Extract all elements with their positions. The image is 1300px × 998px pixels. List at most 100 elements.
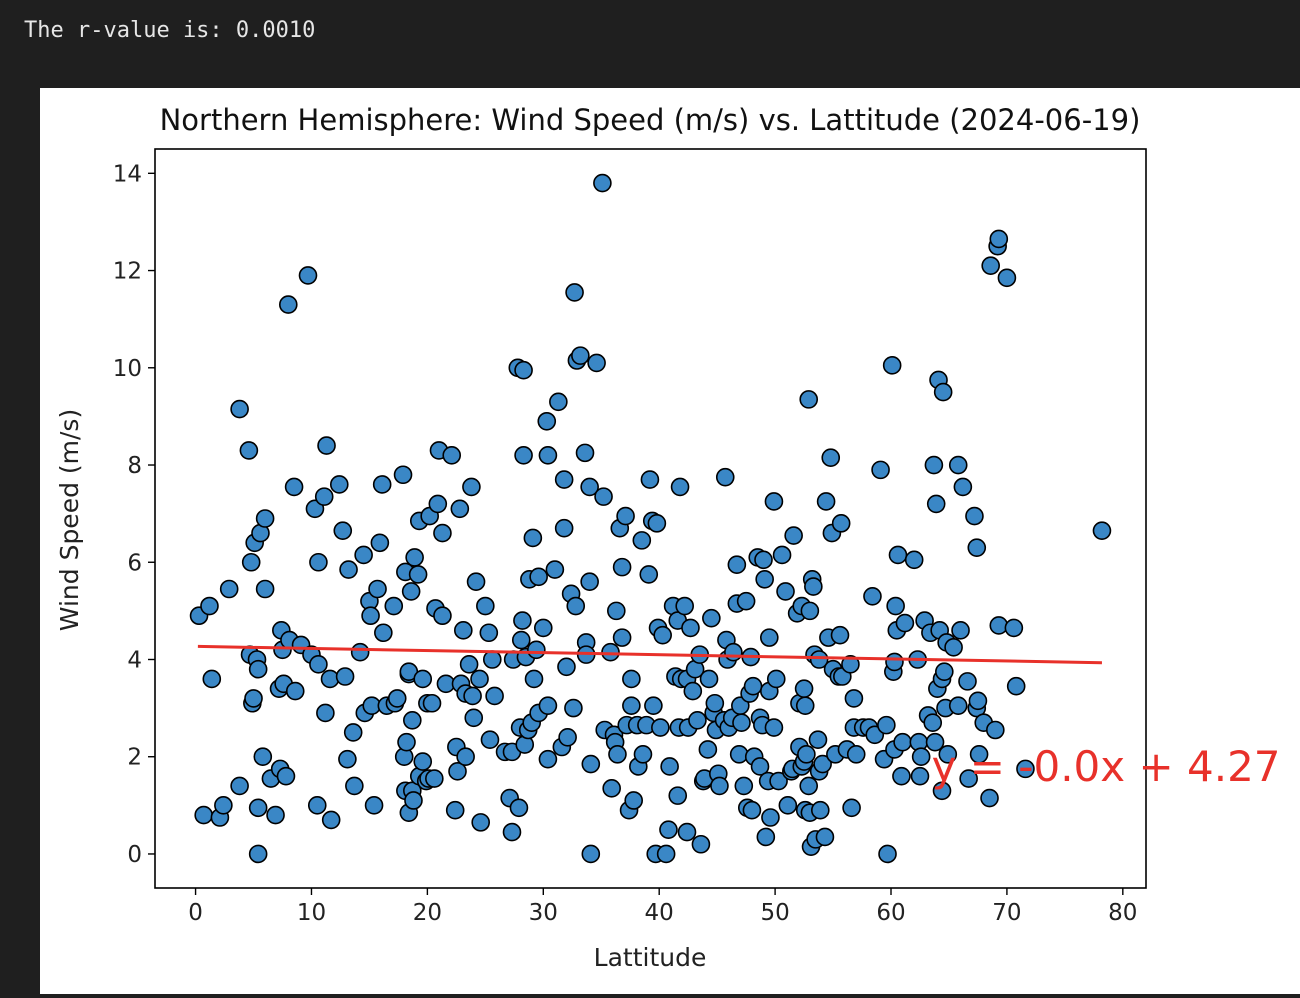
scatter-point — [480, 730, 500, 750]
scatter-point — [808, 730, 828, 750]
scatter-point — [742, 800, 762, 820]
scatter-point — [938, 744, 958, 764]
scatter-point — [764, 718, 784, 737]
scatter-point — [653, 625, 672, 645]
y-tick-label: 14 — [113, 161, 142, 187]
scatter-point — [656, 844, 676, 864]
scatter-point — [523, 528, 543, 548]
scatter-point — [981, 256, 1000, 275]
scatter-point — [339, 560, 358, 579]
scatter-point — [448, 762, 467, 781]
scatter-point — [607, 601, 626, 621]
scatter-point — [401, 582, 421, 601]
scatter-point — [463, 686, 482, 706]
scatter-point — [194, 805, 213, 825]
scatter-point — [387, 689, 407, 708]
scatter-point — [830, 625, 850, 645]
scatter-point — [811, 800, 830, 820]
scatter-point — [871, 460, 890, 480]
scatter-point — [1016, 759, 1035, 779]
x-tick-label: 30 — [529, 900, 558, 926]
scatter-point — [958, 672, 977, 691]
x-tick-label: 80 — [1108, 900, 1137, 926]
scatter-point — [842, 798, 861, 818]
scatter-point — [633, 744, 653, 764]
scatter-point — [527, 640, 546, 660]
scatter-point — [933, 382, 953, 402]
scatter-point — [345, 776, 364, 796]
scatter-point — [659, 820, 678, 839]
x-tick-label: 50 — [760, 900, 789, 926]
scatter-point — [587, 353, 606, 373]
scatter-point — [754, 550, 773, 570]
y-axis-label: Wind Speed (m/s) — [55, 409, 84, 631]
scatter-point — [479, 623, 499, 643]
scatter-point — [893, 732, 912, 752]
scatter-point — [705, 693, 725, 713]
regression-equation: y = -0.0x + 4.27 — [932, 742, 1281, 791]
scatter-point — [594, 487, 613, 506]
scatter-point — [813, 754, 832, 774]
y-tick-label: 0 — [127, 842, 142, 868]
scatter-point — [557, 657, 576, 677]
scatter-point — [554, 518, 574, 538]
scatter-point — [885, 652, 904, 672]
scatter-point — [911, 747, 931, 767]
scatter-point — [454, 621, 473, 640]
scatter-point — [433, 523, 452, 543]
scatter-point — [729, 744, 749, 764]
scatter-point — [601, 642, 620, 662]
scatter-point — [797, 744, 816, 764]
scatter-point — [878, 844, 897, 864]
scatter-point — [932, 781, 952, 801]
scatter-point — [514, 360, 533, 380]
y-tick-label: 10 — [113, 356, 142, 382]
scatter-point — [393, 465, 413, 485]
scatter-point — [784, 526, 803, 545]
scatter-point — [924, 455, 944, 475]
scatter-point — [397, 732, 416, 752]
scatter-point — [248, 659, 268, 679]
scatter-point — [948, 455, 968, 475]
scatter-point — [529, 567, 548, 587]
scatter-point — [675, 596, 694, 616]
axes-frame — [154, 148, 1147, 889]
scatter-point — [202, 669, 222, 689]
scatter-point — [404, 791, 423, 810]
scatter-point — [750, 757, 770, 776]
scatter-point — [219, 579, 239, 599]
scatter-point — [846, 744, 866, 764]
scatter-point — [571, 346, 590, 365]
scatter-point — [935, 662, 954, 681]
scatter-point — [989, 616, 1009, 635]
scatter-point — [276, 766, 296, 786]
scatter-point — [456, 747, 475, 767]
scatter-point — [333, 521, 353, 540]
scatter-point — [374, 623, 393, 643]
scatter-point — [844, 689, 864, 708]
scatter-point — [727, 555, 747, 574]
regression-layer — [197, 644, 1102, 665]
chart-title: Northern Hemisphere: Wind Speed (m/s) vs… — [160, 103, 1141, 137]
scatter-point — [230, 776, 249, 796]
scatter-point — [948, 696, 968, 715]
scatter-point — [816, 492, 836, 511]
scatter-point — [969, 744, 989, 764]
scatter-point — [321, 810, 341, 830]
scatter-point — [317, 436, 336, 455]
scatter-point — [1004, 618, 1024, 638]
scatter-point — [1006, 676, 1026, 696]
scatter-point — [593, 173, 612, 193]
scatter-point — [888, 545, 908, 565]
scatter-point — [755, 569, 774, 589]
scatter-point — [320, 669, 340, 689]
scatter-point — [364, 796, 384, 815]
regression-line — [197, 644, 1102, 665]
scatter-point — [799, 776, 819, 796]
scatter-point — [953, 477, 973, 497]
scatter-point — [485, 686, 504, 706]
scatter-point — [368, 579, 387, 599]
x-axis-ticks: 0 10 20 30 40 50 60 70 80 — [188, 888, 1137, 926]
scatter-point — [778, 796, 798, 815]
scatter-point — [965, 506, 984, 526]
